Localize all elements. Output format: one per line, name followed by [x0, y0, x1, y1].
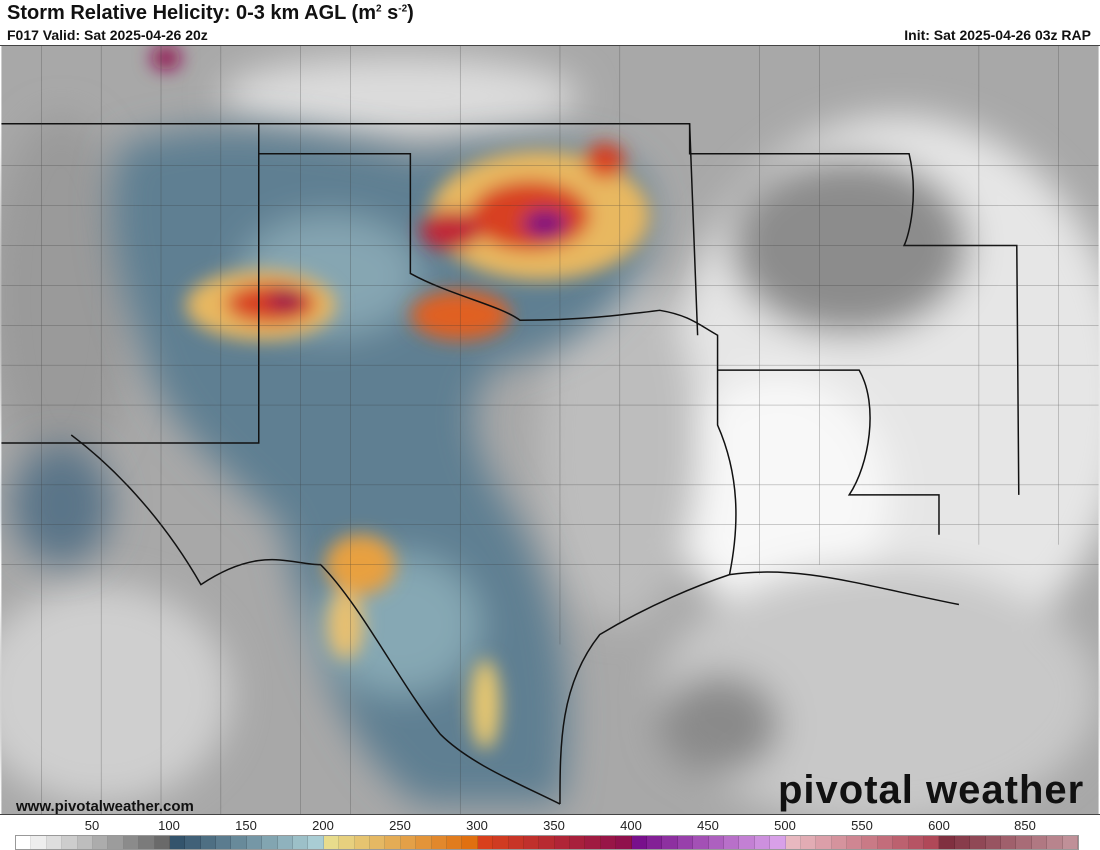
colorbar-swatch: [585, 836, 601, 849]
colorbar-swatch: [185, 836, 201, 849]
colorbar-swatch: [1062, 836, 1078, 849]
pivotal-weather-logo: pivotal weather: [778, 768, 1085, 812]
colorbar-swatch: [1001, 836, 1017, 849]
colorbar-swatch: [354, 836, 370, 849]
colorbar-swatch: [723, 836, 740, 849]
colorbar-swatch: [631, 836, 648, 849]
colorbar-swatch: [570, 836, 586, 849]
colorbar-swatch: [770, 836, 786, 849]
colorbar-swatch: [416, 836, 432, 849]
colorbar-swatch: [508, 836, 524, 849]
colorbar-swatch: [446, 836, 463, 849]
colorbar-tick-label: 150: [235, 818, 257, 833]
colorbar-swatch: [754, 836, 771, 849]
colorbar-tick-label: 200: [312, 818, 334, 833]
colorbar-swatch: [31, 836, 47, 849]
title-text: ): [407, 2, 414, 24]
colorbar-swatch: [924, 836, 940, 849]
colorbar-swatch: [123, 836, 140, 849]
colorbar-tick-label: 300: [466, 818, 488, 833]
colorbar-swatch: [323, 836, 340, 849]
colorbar-swatch: [893, 836, 909, 849]
colorbar-swatch: [231, 836, 247, 849]
colorbar-swatch: [908, 836, 925, 849]
colorbar-swatch: [693, 836, 709, 849]
colorbar-swatch: [62, 836, 78, 849]
colorbar-swatch: [77, 836, 93, 849]
colorbar-swatch: [800, 836, 817, 849]
colorbar-swatch: [970, 836, 986, 849]
colorbar-swatch: [216, 836, 232, 849]
colorbar-tick-label: 450: [697, 818, 719, 833]
colorbar-swatch: [139, 836, 155, 849]
colorbar-swatch: [154, 836, 170, 849]
title-text: s: [381, 2, 399, 24]
colorbar-swatch: [369, 836, 386, 849]
colorbar-swatch: [985, 836, 1001, 849]
colorbar-tick-label: 400: [620, 818, 642, 833]
colorbar-swatch: [954, 836, 971, 849]
colorbar-swatch: [539, 836, 555, 849]
colorbar-swatch: [92, 836, 109, 849]
colorbar-tick-label: 350: [543, 818, 565, 833]
colorbar-swatch: [600, 836, 617, 849]
colorbar-tick-label: 850: [1014, 818, 1036, 833]
colorbar-swatch: [1047, 836, 1063, 849]
colorbar-swatch: [739, 836, 755, 849]
colorbar-swatch: [431, 836, 447, 849]
helicity-map: [0, 45, 1100, 815]
colorbar-tick-label: 550: [851, 818, 873, 833]
colorbar-swatch: [16, 836, 32, 849]
colorbar-swatch: [939, 836, 955, 849]
colorbar-swatch: [785, 836, 801, 849]
colorbar-swatch: [616, 836, 632, 849]
colorbar-swatch: [831, 836, 848, 849]
colorbar-swatch: [847, 836, 863, 849]
colorbar-swatch: [877, 836, 894, 849]
colorbar-swatch: [339, 836, 355, 849]
colorbar-swatch: [169, 836, 186, 849]
colorbar-swatch: [400, 836, 417, 849]
title-sup: -2: [398, 3, 408, 15]
colorbar-swatch: [462, 836, 478, 849]
colorbar-swatch: [308, 836, 324, 849]
title-sup: 2: [376, 3, 382, 15]
colorbar-swatch: [647, 836, 663, 849]
colorbar-swatch: [554, 836, 571, 849]
colorbar-swatch: [385, 836, 401, 849]
map-title: Storm Relative Helicity: 0-3 km AGL (m2 …: [7, 2, 414, 25]
colorbar-tick-label: 250: [389, 818, 411, 833]
colorbar-swatch: [46, 836, 63, 849]
valid-time: F017 Valid: Sat 2025-04-26 20z: [7, 27, 208, 43]
colorbar-tick-label: 100: [158, 818, 180, 833]
colorbar-swatch: [816, 836, 832, 849]
colorbar-swatch: [477, 836, 494, 849]
colorbar-swatch: [708, 836, 724, 849]
colorbar-swatch: [1031, 836, 1048, 849]
colorbar-swatch: [493, 836, 509, 849]
init-time: Init: Sat 2025-04-26 03z RAP: [904, 27, 1091, 43]
colorbar-tick-label: 50: [84, 818, 100, 833]
colorbar-swatch: [523, 836, 540, 849]
colorbar-swatch: [662, 836, 678, 849]
colorbar-swatch: [200, 836, 217, 849]
colorbar-tick-label: 500: [774, 818, 796, 833]
helicity-maxima: [151, 46, 650, 750]
county-lines: [1, 46, 1099, 814]
colorbar-swatch: [862, 836, 878, 849]
colorbar-swatch: [1016, 836, 1032, 849]
website-label: www.pivotalweather.com: [16, 798, 194, 815]
colorbar-swatch: [262, 836, 278, 849]
colorbar-swatch: [246, 836, 263, 849]
colorbar-tick-label: 600: [928, 818, 950, 833]
colorbar-swatch: [677, 836, 694, 849]
colorbar-swatch: [293, 836, 309, 849]
colorbar-swatch: [277, 836, 294, 849]
colorbar: [15, 835, 1079, 850]
state-boundaries: [1, 123, 1020, 805]
colorbar-swatch: [108, 836, 124, 849]
title-text: Storm Relative Helicity: 0-3 km AGL (m: [7, 2, 377, 24]
